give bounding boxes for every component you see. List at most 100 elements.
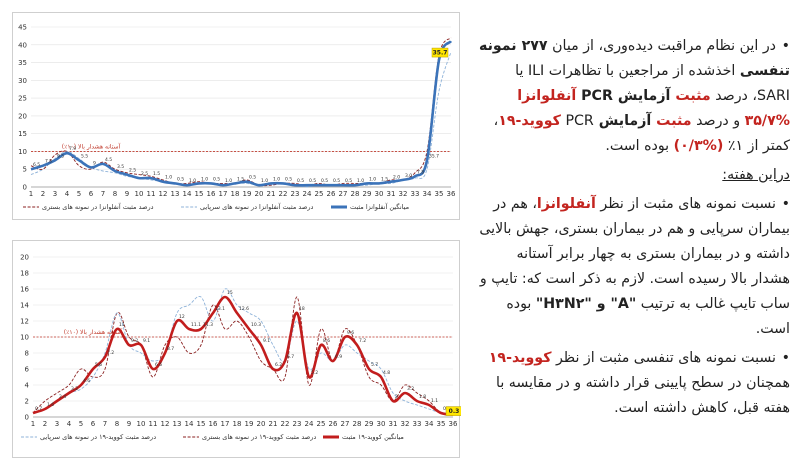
x-tick-label: 36 [449, 420, 458, 428]
data-label: 5.7 [371, 362, 378, 368]
data-label: 7.5 [45, 159, 52, 165]
text-segment: مثبت [656, 113, 692, 129]
x-tick-label: 17 [221, 420, 230, 428]
x-tick-label: 7 [103, 420, 107, 428]
data-label: 2.0 [393, 175, 400, 181]
x-tick-label: 28 [353, 420, 362, 428]
x-tick-label: 22 [281, 420, 290, 428]
data-label: 0.5 [177, 176, 184, 182]
y-tick-label: 12 [20, 318, 29, 326]
x-tick-label: 3 [53, 190, 57, 198]
x-tick-label: 23 [293, 420, 302, 428]
x-tick-label: 7 [101, 190, 105, 198]
x-tick-label: 35 [437, 420, 446, 428]
x-tick-label: 20 [257, 420, 266, 428]
paragraph-covid: •نسبت نمونه های تنفسی مثبت از نظر کووید-… [488, 350, 790, 416]
x-tick-label: 4 [67, 420, 72, 428]
series-line [30, 40, 453, 187]
data-label: 3.0 [405, 173, 412, 179]
x-tick-label: 6 [89, 190, 94, 198]
x-tick-label: 30 [377, 420, 386, 428]
data-label: 1.6 [47, 402, 54, 408]
x-tick-label: 29 [365, 420, 374, 428]
x-tick-label: 19 [245, 420, 254, 428]
data-label: 1.0 [369, 176, 376, 182]
data-label: 1.5 [381, 176, 388, 182]
data-label: 9.1 [143, 338, 150, 344]
x-tick-label: 18 [233, 420, 242, 428]
legend-label: میانگین کووید-۱۹ مثبت [342, 433, 404, 441]
data-label: 1.0 [165, 175, 172, 181]
text-segment: بوده است. [605, 138, 674, 154]
text-segment: PCR [581, 88, 613, 104]
data-label: 1.1 [431, 398, 438, 404]
callout-box [445, 406, 461, 416]
data-label: 2.5 [141, 171, 148, 177]
data-label: 7.2 [359, 338, 366, 344]
x-tick-label: 2 [43, 420, 47, 428]
x-tick-label: 32 [401, 420, 410, 428]
text-segment: در این نظام مراقبت دیده‌وری، از میان [547, 38, 776, 54]
data-label: 9.1 [263, 338, 270, 344]
y-tick-label: 5 [23, 166, 27, 174]
x-tick-label: 34 [423, 190, 432, 198]
text-segment: %۳۵/۷ [744, 113, 790, 129]
data-label: 0.5 [321, 178, 328, 184]
x-tick-label: 8 [115, 420, 119, 428]
x-tick-label: 15 [197, 420, 206, 428]
x-tick-label: 31 [389, 420, 398, 428]
text-segment: آزمایش [593, 113, 657, 129]
text-segment: کووید-۱۹ [488, 350, 552, 366]
data-label: 4.5 [105, 157, 112, 163]
data-label: 9.5 [57, 153, 64, 159]
data-label: 12 [179, 314, 185, 320]
data-label: 1.5 [237, 176, 244, 182]
callout-value: 0.3 [449, 408, 460, 415]
y-tick-label: 10 [20, 334, 29, 342]
y-tick-label: 0 [23, 184, 27, 192]
data-label: 1.8 [419, 394, 426, 400]
data-label: 6.6 [155, 362, 162, 368]
text-segment: نسبت نمونه های مثبت از نظر [595, 196, 776, 212]
data-label: 0.7 [35, 406, 42, 412]
data-label: 15 [227, 290, 233, 296]
series-line [32, 296, 454, 416]
x-tick-label: 3 [55, 420, 59, 428]
data-label: 8.6 [323, 338, 330, 344]
x-tick-label: 27 [341, 420, 350, 428]
y-tick-label: 20 [20, 254, 29, 262]
text-segment: ۲۷۷ نمونه تنفسی [478, 38, 790, 79]
data-label: 9.2 [131, 338, 138, 344]
x-tick-label: 9 [125, 190, 129, 198]
data-label: 7.8 [417, 169, 424, 175]
covid-chart: 0 2 4 6 8 10 12 14 16 18 20 1 2 3 4 5 6 7 8 9 10 11 12 13 14 15 16… [12, 240, 461, 458]
y-tick-label: 16 [20, 286, 29, 294]
data-label: 2 [395, 394, 398, 400]
x-tick-label: 24 [303, 190, 312, 198]
x-tick-label: 31 [387, 190, 396, 198]
data-label: 1.0 [357, 178, 364, 184]
legend-label: درصد مثبت آنفلوانزا در نمونه های بستری [42, 202, 154, 211]
x-tick-label: 27 [339, 190, 348, 198]
text-segment: اخذشده از مراجعین با تظاهرات ILI یا SARI… [515, 63, 790, 104]
data-label: 6.5 [33, 162, 40, 168]
text-segment: (%۰/۳) [673, 138, 724, 154]
data-label: 6.9 [335, 354, 342, 360]
legend-label: درصد مثبت کووید-۱۹ در نمونه های بستری [202, 433, 316, 441]
x-tick-label: 21 [267, 190, 276, 198]
report-text: •در این نظام مراقبت دیده‌وری، از میان ۲۷… [474, 34, 790, 425]
data-label: 8.7 [167, 346, 174, 352]
x-tick-label: 17 [219, 190, 228, 198]
para3-body: نسبت نمونه های تنفسی مثبت از نظر کووید-۱… [489, 350, 790, 416]
x-tick-label: 35 [435, 190, 444, 198]
x-tick-label: 5 [79, 420, 83, 428]
data-label: 5.5 [81, 153, 88, 159]
x-tick-label: 19 [243, 190, 252, 198]
data-label: 13.1 [215, 306, 225, 312]
x-tick-label: 1 [31, 420, 35, 428]
this-week-heading: دراین هفته: [722, 167, 790, 183]
data-label: 0.5 [249, 175, 256, 181]
data-label: 3.2 [71, 386, 78, 392]
